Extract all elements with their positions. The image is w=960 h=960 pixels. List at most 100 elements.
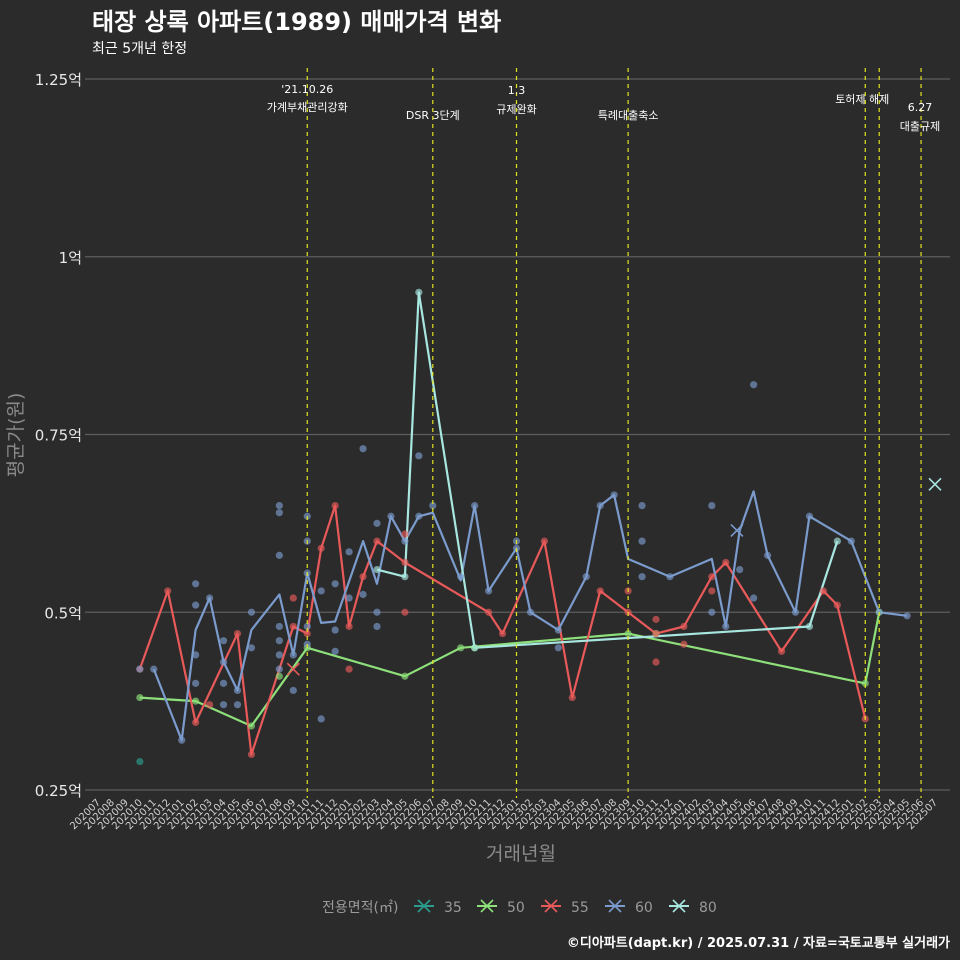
data-point-55	[373, 537, 381, 545]
data-point-60	[638, 537, 646, 545]
legend-title: 전용면적(㎡)	[322, 900, 398, 916]
y-tick-label: 0.25억	[35, 782, 82, 800]
event-label: 1.3	[508, 84, 526, 97]
chart-title: 태장 상록 아파트(1989) 매매가격 변화	[92, 8, 501, 36]
data-point-60	[275, 665, 283, 673]
data-point-55	[317, 544, 325, 552]
y-tick-label: 0.5억	[44, 604, 82, 622]
data-point-60	[708, 608, 716, 616]
data-point-55	[652, 615, 660, 623]
legend-item-50: 50	[477, 899, 525, 916]
data-point-55	[722, 558, 730, 567]
data-point-60	[247, 608, 256, 616]
data-point-55	[345, 622, 353, 631]
data-point-60	[373, 622, 381, 631]
data-point-55	[568, 693, 576, 702]
data-point-60	[275, 502, 283, 510]
data-point-60	[275, 637, 283, 645]
data-point-60	[192, 679, 200, 687]
data-point-60	[359, 590, 367, 599]
data-point-60	[415, 512, 423, 520]
data-point-60	[708, 502, 716, 510]
event-markers: '21.10.26 가계부채관리강화 DSR 3단계 1.3 규제완화 특례대출축소 토허제…	[267, 68, 940, 798]
data-point-60	[373, 608, 381, 616]
data-point-60	[485, 587, 493, 595]
data-point-60	[582, 573, 590, 581]
data-point-60	[331, 626, 339, 634]
caption: ©디아파트(dapt.kr) / 2025.07.31 / 자료=국토교통부 실…	[567, 935, 950, 951]
data-point-60	[554, 626, 562, 634]
data-point-60	[275, 509, 283, 517]
data-point-35	[136, 757, 144, 766]
series-lines	[138, 291, 908, 756]
data-point-60	[750, 594, 758, 602]
y-tick-labels: 0.25억 0.5억 0.75억 1억 1.25억	[35, 71, 82, 800]
data-point-60	[192, 580, 200, 588]
data-point-60	[178, 736, 186, 744]
data-point-60	[192, 601, 200, 609]
data-point-60	[345, 548, 353, 556]
data-point-60	[150, 665, 158, 673]
data-point-50	[136, 693, 144, 702]
event-label: 대출규제	[900, 120, 940, 133]
data-point-55	[652, 658, 660, 666]
data-point-55	[652, 629, 660, 638]
data-point-60	[303, 622, 311, 631]
data-point-60	[610, 491, 618, 499]
data-point-60	[764, 551, 772, 559]
data-point-80	[471, 644, 479, 652]
data-point-60	[331, 647, 339, 655]
data-point-80	[401, 573, 409, 581]
chart-subtitle: 최근 5개년 한정	[92, 41, 187, 57]
event-label: '21.10.26	[281, 83, 333, 96]
data-point-60	[233, 686, 242, 695]
y-axis-title: 평균가(원)	[5, 393, 27, 478]
data-point-55	[247, 750, 256, 759]
data-point-60	[387, 512, 395, 520]
data-point-55	[498, 629, 507, 638]
event-label: 규제완화	[496, 103, 536, 116]
event-label: DSR 3단계	[406, 109, 460, 122]
cross-marker-55	[286, 662, 300, 676]
data-point-55	[303, 629, 311, 638]
data-point-50	[624, 629, 632, 638]
legend-key-cross	[672, 899, 686, 913]
data-point-80	[833, 537, 841, 545]
data-point-80	[415, 288, 423, 296]
data-point-50	[275, 672, 283, 680]
data-point-60	[359, 445, 367, 453]
series-line-80	[376, 291, 839, 649]
data-point-50	[247, 722, 256, 730]
data-point-60	[275, 651, 283, 659]
data-point-55	[289, 622, 297, 631]
y-tick-label: 1.25억	[35, 71, 82, 89]
legend-key-cross	[544, 899, 558, 913]
legend-label: 60	[635, 900, 653, 916]
data-point-60	[247, 644, 256, 652]
data-point-60	[526, 608, 535, 616]
data-point-50	[861, 679, 869, 687]
data-point-55	[833, 601, 841, 609]
data-point-60	[638, 502, 646, 510]
data-point-60	[750, 381, 758, 389]
data-point-60	[722, 622, 730, 631]
data-point-60	[289, 651, 297, 659]
cross-marker-60	[730, 523, 744, 538]
legend: 전용면적(㎡) 35 50 55 60 80	[322, 899, 717, 916]
data-point-60	[666, 573, 674, 581]
data-point-60	[317, 587, 325, 595]
y-tick-label: 1억	[59, 249, 82, 267]
data-point-55	[359, 573, 367, 581]
data-point-60	[233, 701, 242, 709]
data-point-55	[192, 718, 200, 727]
data-point-60	[638, 573, 646, 581]
data-point-60	[136, 665, 144, 673]
legend-key-cross	[480, 899, 494, 913]
cross-stroke	[730, 523, 744, 538]
data-point-55	[708, 587, 716, 595]
legend-key-cross	[417, 899, 431, 913]
cross-stroke	[286, 662, 300, 676]
data-point-60	[206, 594, 214, 602]
x-tick-labels: 2020072020082020092020102020112020122021…	[68, 797, 940, 832]
data-point-60	[219, 679, 228, 687]
